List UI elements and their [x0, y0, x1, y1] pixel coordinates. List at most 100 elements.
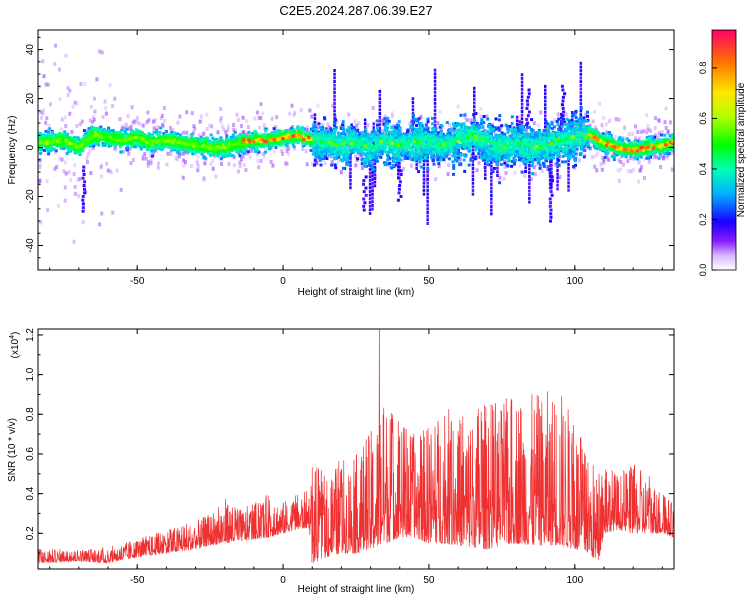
- heat-cell: [83, 82, 87, 86]
- heat-cell: [355, 123, 359, 128]
- heat-cell: [550, 185, 553, 189]
- heat-cell: [447, 129, 451, 132]
- heat-cell: [526, 95, 530, 99]
- heat-cell: [358, 133, 361, 137]
- heat-cell: [185, 130, 189, 135]
- heat-cell: [433, 105, 437, 109]
- heat-cell: [497, 126, 501, 130]
- heat-cell: [178, 152, 182, 156]
- heat-cell: [170, 146, 174, 150]
- heat-cell: [411, 112, 415, 115]
- heat-cell: [473, 97, 476, 101]
- heat-cell: [101, 129, 105, 133]
- heat-cell: [378, 112, 382, 115]
- heat-cell: [550, 171, 553, 175]
- heat-cell: [372, 152, 376, 156]
- heat-cell: [162, 106, 166, 111]
- heat-cell: [485, 151, 488, 155]
- heat-cell: [451, 160, 455, 164]
- heat-cell: [375, 123, 379, 127]
- heat-cell: [487, 154, 491, 158]
- heat-cell: [437, 131, 440, 135]
- heat-cell: [163, 118, 167, 123]
- heat-cell: [527, 88, 531, 92]
- heat-cell: [422, 185, 426, 189]
- heat-cell: [346, 162, 349, 166]
- heat-cell: [85, 130, 89, 134]
- heat-cell: [636, 130, 640, 134]
- heat-cell: [319, 138, 322, 142]
- heat-cell: [569, 122, 573, 126]
- heat-cell: [104, 111, 108, 116]
- heat-cell: [426, 203, 429, 207]
- heat-cell: [358, 131, 362, 135]
- heat-cell: [333, 131, 337, 135]
- heat-cell: [190, 133, 193, 137]
- heat-cell: [421, 133, 424, 137]
- heat-cell: [640, 164, 643, 169]
- heat-cell: [71, 105, 75, 109]
- heat-cell: [662, 151, 666, 155]
- heat-cell: [560, 124, 564, 128]
- heat-cell: [396, 159, 399, 162]
- heat-cell: [196, 160, 199, 165]
- heat-cell: [375, 159, 379, 163]
- heat-cell: [373, 180, 377, 184]
- heat-cell: [371, 170, 374, 174]
- heat-cell: [86, 160, 89, 165]
- heat-cell: [331, 103, 335, 108]
- heat-cell: [411, 129, 414, 133]
- heat-cell: [426, 188, 429, 192]
- heat-cell: [515, 150, 518, 153]
- heat-cell: [382, 122, 386, 126]
- heat-cell: [361, 134, 365, 138]
- heat-cell: [482, 121, 486, 125]
- heat-cell: [42, 74, 46, 79]
- heat-cell: [189, 164, 193, 168]
- heat-cell: [572, 121, 576, 124]
- heat-cell: [468, 144, 472, 148]
- heat-cell: [454, 156, 457, 160]
- heat-cell: [474, 119, 478, 124]
- heat-cell: [426, 159, 429, 163]
- heat-cell: [475, 168, 479, 173]
- heat-cell: [636, 139, 640, 143]
- heat-cell: [565, 144, 569, 148]
- heat-cell: [120, 128, 124, 132]
- heat-cell: [431, 122, 435, 126]
- heat-cell: [368, 155, 372, 159]
- heat-cell: [86, 152, 90, 157]
- heat-cell: [344, 135, 347, 139]
- heat-cell: [390, 126, 394, 130]
- heat-cell: [81, 202, 85, 206]
- heat-cell: [174, 156, 178, 161]
- heat-cell: [321, 128, 324, 131]
- heat-cell: [149, 158, 153, 163]
- heat-cell: [647, 159, 651, 164]
- heat-cell: [527, 92, 531, 96]
- heat-cell: [471, 125, 474, 129]
- heat-cell: [379, 155, 383, 159]
- heat-cell: [634, 136, 638, 141]
- heat-cell: [488, 147, 492, 151]
- heat-cell: [490, 205, 493, 208]
- heat-cell: [226, 127, 230, 132]
- heat-cell: [568, 125, 572, 129]
- heat-cell: [160, 113, 164, 118]
- heat-cell: [347, 144, 351, 149]
- heat-cell: [371, 161, 375, 165]
- heat-cell: [370, 165, 374, 169]
- heat-cell: [463, 136, 467, 140]
- heat-cell: [419, 148, 423, 152]
- heat-cell: [67, 148, 71, 152]
- heat-cell: [520, 132, 524, 135]
- heat-cell: [550, 120, 554, 124]
- heat-cell: [331, 134, 335, 138]
- heat-cell: [129, 125, 133, 130]
- heat-cell: [192, 130, 195, 135]
- heat-cell: [666, 151, 670, 155]
- heat-cell: [222, 127, 226, 132]
- heat-cell: [556, 176, 559, 180]
- heat-cell: [413, 158, 417, 162]
- heat-cell: [368, 197, 372, 201]
